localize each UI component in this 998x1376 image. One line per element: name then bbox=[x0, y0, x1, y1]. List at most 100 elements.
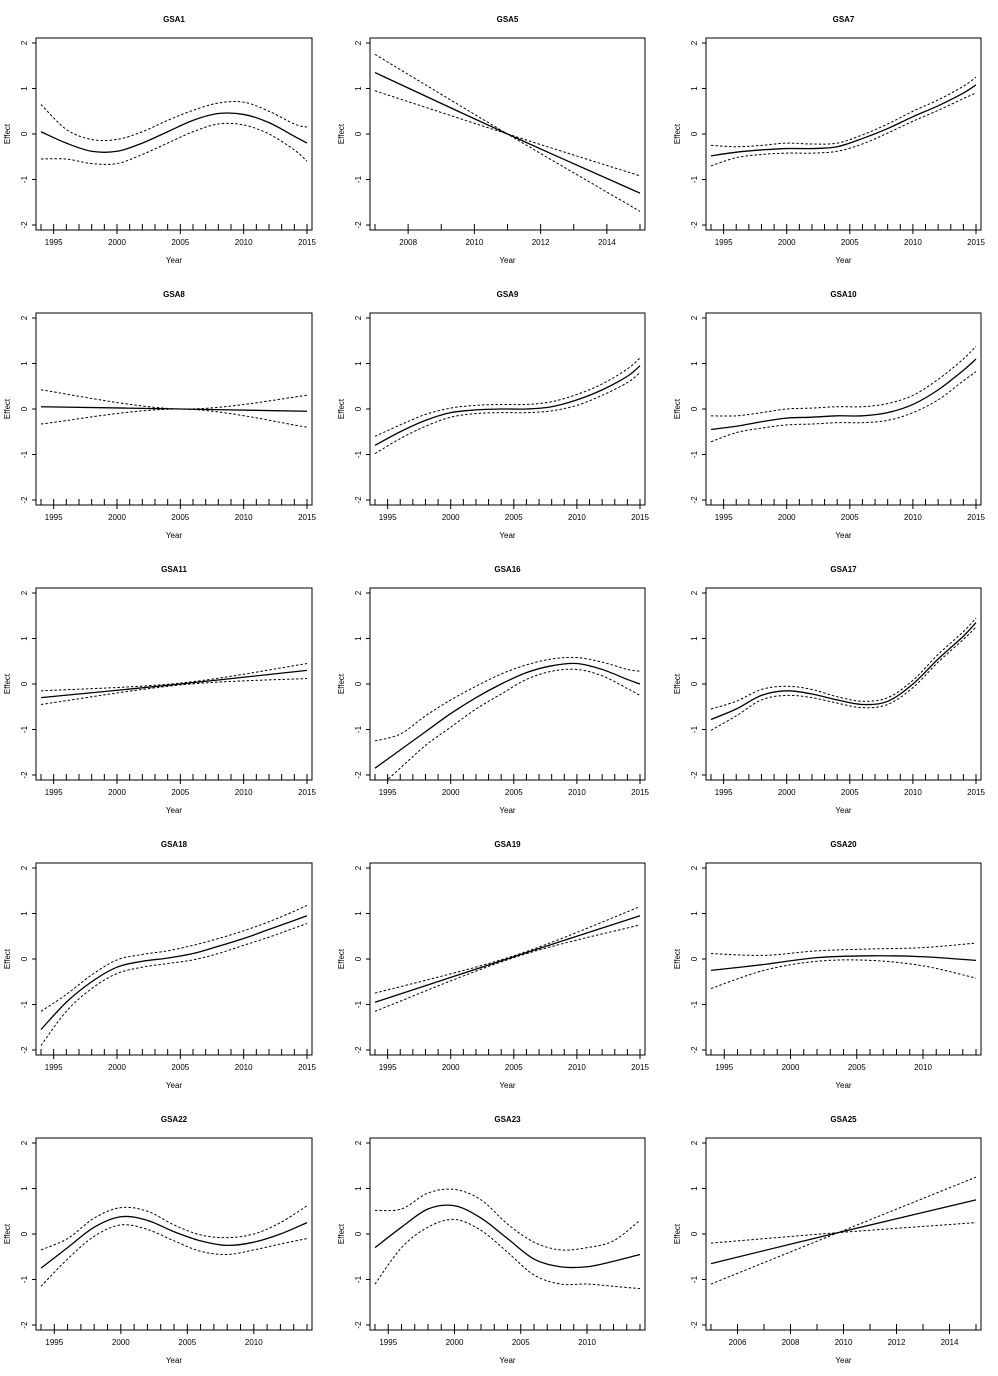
panel-title: GSA18 bbox=[161, 840, 188, 849]
x-tick-label: 2000 bbox=[108, 788, 126, 797]
confidence-band-line bbox=[710, 626, 977, 731]
y-tick-label: -2 bbox=[20, 1321, 29, 1329]
y-tick-label: 0 bbox=[20, 1231, 29, 1236]
x-tick-label: 2010 bbox=[904, 788, 922, 797]
y-tick-label: 2 bbox=[354, 1140, 363, 1145]
y-tick-label: -1 bbox=[690, 1000, 699, 1008]
y-tick-label: 0 bbox=[20, 956, 29, 961]
confidence-band-line bbox=[386, 668, 641, 780]
x-axis-label: Year bbox=[835, 806, 852, 815]
x-tick-label: 1995 bbox=[379, 1063, 397, 1072]
panel-title: GSA25 bbox=[830, 1115, 857, 1124]
confidence-band-line bbox=[40, 100, 308, 142]
x-axis-label: Year bbox=[166, 1081, 183, 1090]
x-tick-label: 1995 bbox=[715, 513, 733, 522]
y-tick-label: -1 bbox=[690, 175, 699, 183]
y-tick-label: -2 bbox=[690, 1046, 699, 1054]
y-axis-label: Effect bbox=[337, 673, 346, 694]
y-tick-label: 0 bbox=[690, 1231, 699, 1236]
y-axis-label: Effect bbox=[673, 1223, 682, 1244]
y-tick-label: -2 bbox=[690, 496, 699, 504]
confidence-band-line bbox=[374, 53, 641, 212]
plot-frame bbox=[705, 312, 982, 506]
y-tick-label: 2 bbox=[20, 590, 29, 595]
x-axis-label: Year bbox=[835, 531, 852, 540]
x-tick-label: 2015 bbox=[631, 788, 649, 797]
y-tick-label: -2 bbox=[20, 221, 29, 229]
y-tick-label: 2 bbox=[20, 865, 29, 870]
x-tick-label: 1995 bbox=[45, 513, 63, 522]
y-tick-label: -2 bbox=[354, 771, 363, 779]
x-tick-label: 2014 bbox=[598, 238, 616, 247]
x-tick-label: 2010 bbox=[235, 513, 253, 522]
x-tick-label: 1995 bbox=[45, 238, 63, 247]
x-tick-label: 2005 bbox=[171, 788, 189, 797]
y-tick-label: 1 bbox=[690, 1186, 699, 1191]
confidence-band-line bbox=[374, 357, 641, 437]
y-tick-label: 1 bbox=[20, 86, 29, 91]
x-axis-label: Year bbox=[499, 1356, 516, 1365]
x-tick-label: 2010 bbox=[568, 788, 586, 797]
x-axis-label: Year bbox=[166, 1356, 183, 1365]
panel-title: GSA19 bbox=[494, 840, 521, 849]
confidence-band-line bbox=[374, 90, 641, 177]
confidence-band-line bbox=[40, 1224, 308, 1287]
y-axis-label: Effect bbox=[3, 123, 12, 144]
confidence-band-line bbox=[40, 122, 308, 165]
x-tick-label: 2010 bbox=[235, 788, 253, 797]
y-axis-label: Effect bbox=[3, 1223, 12, 1244]
y-tick-label: 0 bbox=[20, 681, 29, 686]
plot-frame bbox=[35, 862, 313, 1056]
plot-frame bbox=[705, 37, 982, 231]
y-tick-label: -1 bbox=[354, 1000, 363, 1008]
confidence-band-line bbox=[710, 345, 977, 417]
effect-line bbox=[710, 1199, 977, 1265]
plot-frame bbox=[369, 587, 646, 781]
confidence-band-line bbox=[374, 372, 641, 455]
y-tick-label: 0 bbox=[354, 131, 363, 136]
y-tick-label: 2 bbox=[354, 315, 363, 320]
y-axis-label: Effect bbox=[673, 673, 682, 694]
y-tick-label: 2 bbox=[354, 40, 363, 45]
x-axis-label: Year bbox=[499, 1081, 516, 1090]
x-tick-label: 2010 bbox=[245, 1338, 263, 1347]
panel-gsa22: GSA22 -2 -1 0 1 2 Effect 1995 2000 2005 2010 Year bbox=[3, 1115, 313, 1365]
panel-gsa9: GSA9 -2 -1 0 1 2 Effect 1995 2000 2005 2010 2015 Yea… bbox=[337, 290, 649, 540]
panel-gsa8: GSA8 -2 -1 0 1 2 Effect 1995 2000 2005 2010 2015 Yea… bbox=[3, 290, 316, 540]
y-tick-label: 0 bbox=[354, 956, 363, 961]
effect-line bbox=[374, 71, 641, 194]
y-tick-label: 1 bbox=[20, 911, 29, 916]
panel-gsa17: GSA17 -2 -1 0 1 2 Effect 1995 2000 2005 2010 2015 Ye… bbox=[673, 565, 985, 815]
panel-title: GSA17 bbox=[830, 565, 857, 574]
y-tick-label: 0 bbox=[690, 681, 699, 686]
x-tick-label: 2015 bbox=[298, 513, 316, 522]
panel-gsa10: GSA10 -2 -1 0 1 2 Effect 1995 2000 2005 2010 2015 Ye… bbox=[673, 290, 985, 540]
y-tick-label: 0 bbox=[354, 681, 363, 686]
x-tick-label: 2010 bbox=[904, 513, 922, 522]
x-tick-label: 2010 bbox=[835, 1338, 853, 1347]
effect-line bbox=[40, 112, 308, 153]
plot-frame bbox=[35, 1137, 313, 1331]
x-tick-label: 1995 bbox=[379, 1338, 397, 1347]
x-tick-label: 2005 bbox=[505, 513, 523, 522]
y-tick-label: -2 bbox=[20, 496, 29, 504]
x-axis-label: Year bbox=[499, 806, 516, 815]
y-tick-label: -1 bbox=[20, 1275, 29, 1283]
effect-line bbox=[40, 669, 308, 699]
panel-title: GSA16 bbox=[494, 565, 521, 574]
y-tick-label: 0 bbox=[354, 406, 363, 411]
confidence-band-line bbox=[40, 923, 308, 1046]
y-tick-label: 1 bbox=[20, 1186, 29, 1191]
confidence-band-line bbox=[374, 924, 641, 1012]
y-tick-label: 1 bbox=[690, 911, 699, 916]
y-axis-label: Effect bbox=[3, 398, 12, 419]
y-tick-label: 1 bbox=[690, 636, 699, 641]
y-tick-label: 1 bbox=[690, 361, 699, 366]
x-tick-label: 2005 bbox=[171, 513, 189, 522]
panel-gsa19: GSA19 -2 -1 0 1 2 Effect 1995 2000 2005 2010 2015 Ye… bbox=[337, 840, 649, 1090]
x-axis-label: Year bbox=[835, 1081, 852, 1090]
x-tick-label: 2005 bbox=[178, 1338, 196, 1347]
y-tick-label: -2 bbox=[354, 1046, 363, 1054]
x-tick-label: 2005 bbox=[841, 513, 859, 522]
